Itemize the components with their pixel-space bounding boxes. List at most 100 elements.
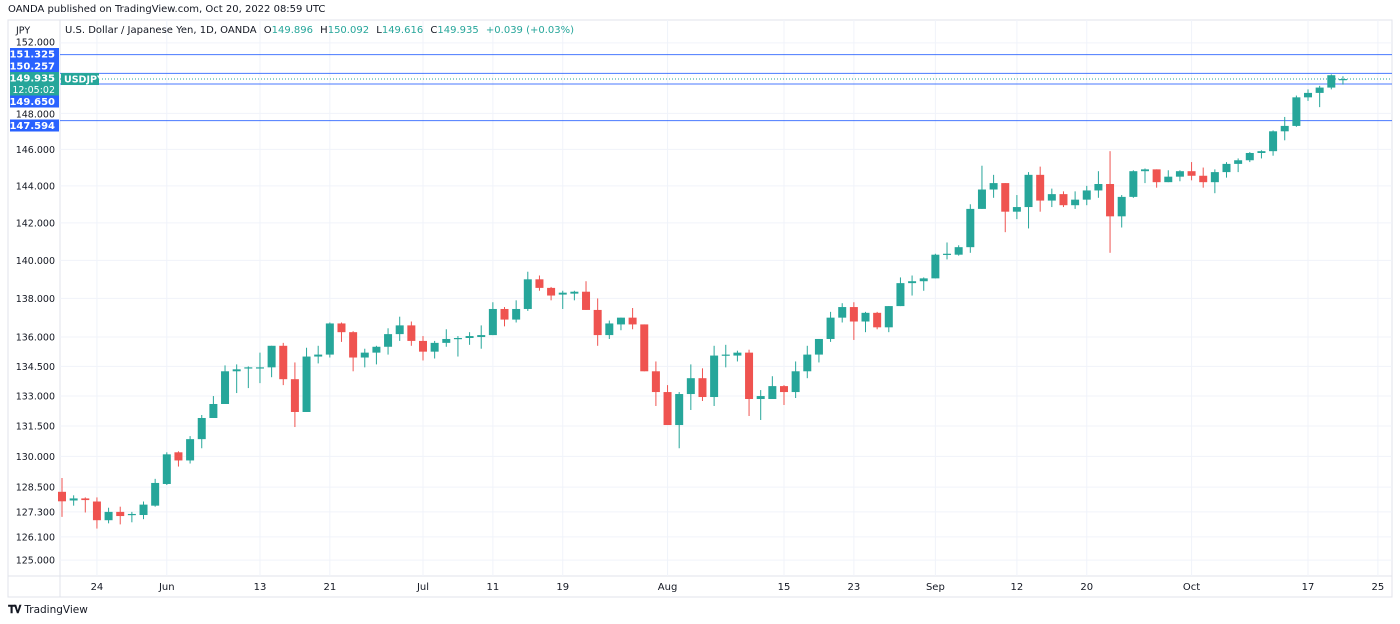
- candle-body-down: [1199, 175, 1208, 183]
- candle-body-up: [1071, 199, 1080, 206]
- y-tick-label: 127.300: [16, 507, 55, 518]
- candle-body-down: [593, 309, 602, 336]
- x-tick-label: 24: [91, 582, 104, 593]
- candle-body-down: [628, 317, 637, 325]
- candle-body-down: [58, 491, 66, 502]
- high-value: 150.092: [327, 25, 370, 36]
- bar-countdown: 12:05:02: [12, 85, 55, 96]
- candle-body-up: [221, 371, 230, 404]
- x-tick-label: 15: [778, 582, 791, 593]
- x-tick-label: 13: [254, 582, 267, 593]
- candle-body-up: [430, 342, 439, 352]
- close-label: C: [430, 25, 438, 36]
- candle-body-down: [779, 386, 788, 393]
- price-level-label: 147.594: [9, 121, 55, 132]
- x-tick-label: 25: [1372, 582, 1385, 593]
- y-tick-label: 134.500: [16, 362, 55, 373]
- candle-body-up: [896, 283, 905, 307]
- x-tick-label: 23: [847, 582, 860, 593]
- candle-body-up: [127, 513, 136, 516]
- candle-body-down: [849, 307, 858, 322]
- legend-title: U.S. Dollar / Japanese Yen, 1D, OANDA: [65, 25, 257, 36]
- change-value: +0.039 (+0.03%): [485, 25, 575, 36]
- candle-body-down: [337, 323, 346, 333]
- candle-body-down: [582, 291, 591, 310]
- y-tick-label: 142.000: [16, 218, 55, 229]
- candle-body-up: [558, 292, 567, 295]
- x-tick-label: 12: [1011, 582, 1024, 593]
- candle-body-up: [1175, 171, 1184, 177]
- x-tick-label: Aug: [658, 582, 678, 593]
- candle-body-down: [1106, 184, 1115, 217]
- candle-body-up: [1140, 169, 1149, 172]
- candle-body-up: [314, 354, 323, 357]
- x-tick-label: 20: [1080, 582, 1093, 593]
- candle-body-up: [302, 356, 311, 412]
- price-level-label-box: [10, 60, 59, 72]
- currency-label: JPY: [15, 26, 30, 37]
- symbol-tag-box: [61, 73, 99, 86]
- candle-body-down: [92, 501, 101, 521]
- candle-body-up: [1012, 207, 1021, 212]
- low-label: L: [376, 25, 382, 36]
- candle-body-down: [290, 379, 299, 412]
- last-price-label: 149.935: [9, 74, 55, 85]
- last-price-label-box: [10, 72, 59, 96]
- y-tick-label: 128.500: [16, 483, 55, 494]
- candle-body-up: [710, 355, 719, 398]
- candle-body-up: [1269, 131, 1278, 152]
- candle-body-up: [477, 335, 486, 338]
- y-tick-label: 130.000: [16, 452, 55, 463]
- candle-body-up: [384, 334, 393, 347]
- candle-body-up: [1315, 87, 1324, 93]
- y-tick-label: 136.000: [16, 333, 55, 344]
- symbol-tag: USDJPY: [64, 75, 104, 86]
- candle-body-up: [1234, 160, 1243, 164]
- candle-body-up: [570, 291, 579, 294]
- candle-body-down: [651, 371, 660, 393]
- y-tick-label: 133.000: [16, 392, 55, 403]
- candle-body-up: [523, 279, 532, 309]
- candle-body-down: [745, 352, 754, 400]
- candle-body-up: [1210, 172, 1219, 183]
- candle-body-up: [966, 208, 975, 248]
- candle-body-up: [1164, 176, 1173, 183]
- open-value: 149.896: [271, 25, 313, 36]
- candle-body-up: [209, 403, 218, 418]
- candle-body-down: [174, 452, 183, 461]
- candle-body-down: [1152, 169, 1161, 183]
- candle-body-up: [1024, 174, 1033, 208]
- candle-body-down: [640, 324, 649, 372]
- candle-body-up: [267, 345, 276, 368]
- x-tick-label: Jul: [416, 582, 429, 593]
- candle-body-up: [1304, 92, 1313, 98]
- candle-body-up: [1082, 190, 1091, 200]
- tradingview-logo[interactable]: 𝐓𝐕 TradingView: [8, 603, 88, 617]
- candle-body-up: [488, 308, 497, 336]
- candle-body-down: [1187, 171, 1196, 176]
- candle-body-up: [465, 336, 474, 339]
- candle-body-up: [605, 323, 614, 336]
- candle-body-up: [954, 247, 963, 255]
- candle-body-up: [197, 417, 206, 440]
- candle-body-up: [104, 511, 113, 521]
- candle-body-up: [232, 369, 241, 372]
- close-value: 149.935: [437, 25, 479, 36]
- candle-body-up: [139, 504, 148, 516]
- candle-body-up: [884, 306, 893, 328]
- candle-body-up: [325, 323, 334, 355]
- candle-body-down: [547, 287, 556, 296]
- candle-body-up: [675, 394, 684, 426]
- candle-body-down: [500, 308, 509, 320]
- candle-body-up: [1094, 184, 1103, 191]
- candle-body-up: [442, 338, 451, 343]
- high-label: H: [320, 25, 328, 36]
- candle-body-up: [826, 317, 835, 339]
- candle-body-up: [186, 439, 195, 461]
- candle-body-down: [349, 332, 358, 358]
- candle-body-up: [1047, 194, 1056, 201]
- open-label: O: [263, 25, 272, 36]
- price-level-label-box: [10, 48, 59, 60]
- candle-body-down: [1001, 183, 1010, 212]
